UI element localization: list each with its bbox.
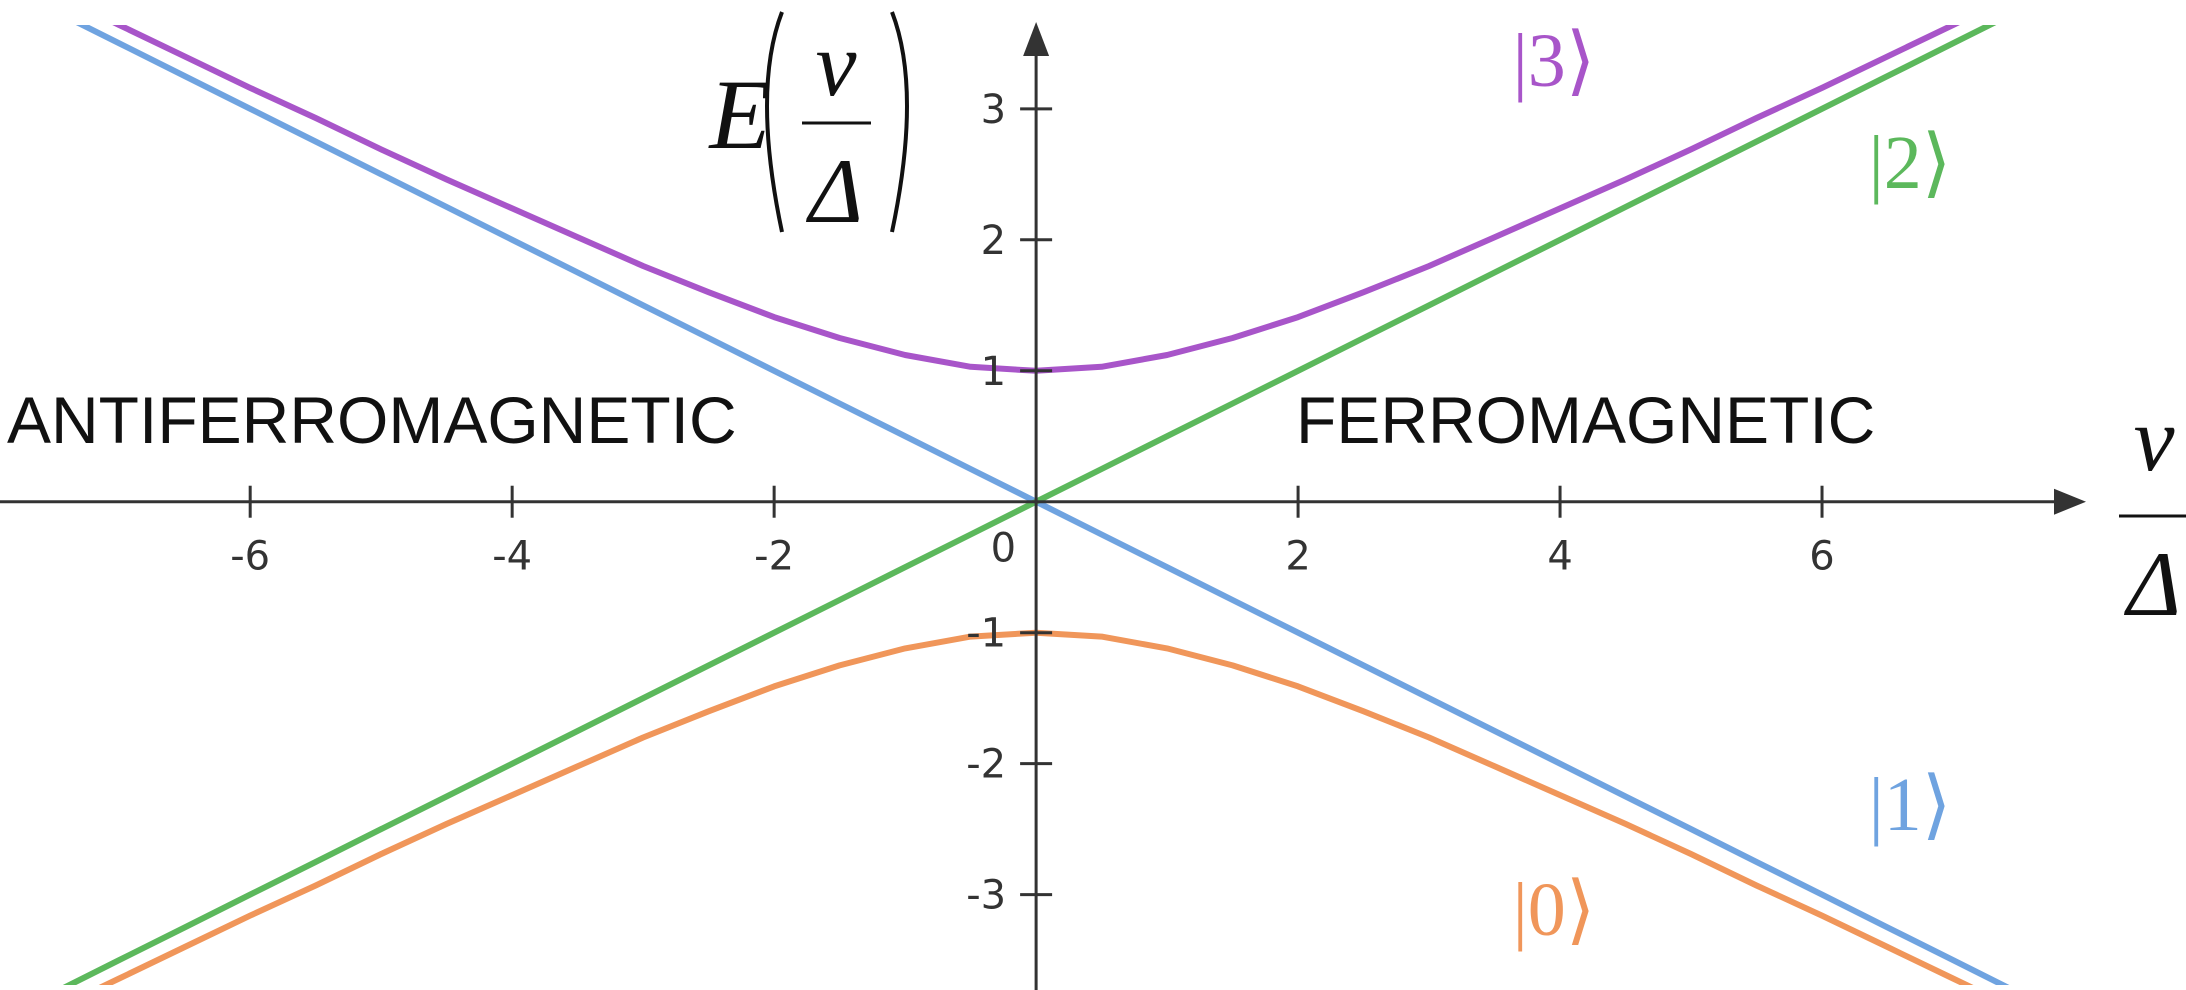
axes: -6 -4 -2 0 2 4 6 -3 -2 -1 1 2 3 — [0, 22, 2086, 990]
paren — [765, 11, 784, 233]
x-tick-label: -2 — [754, 534, 794, 580]
x-tick-label: 6 — [1809, 534, 1834, 580]
x-tick-label: -4 — [492, 534, 532, 580]
legend-label: |1⟩ — [1869, 763, 1952, 847]
legend-label: |3⟩ — [1513, 19, 1596, 103]
y-axis-arrow — [1023, 22, 1050, 56]
y-axis-label-denominator: Δ — [805, 140, 863, 242]
x-axis-arrow — [2054, 488, 2086, 515]
y-tick-label: -3 — [966, 873, 1006, 919]
legend-label: |0⟩ — [1513, 868, 1596, 952]
x-tick-label: -6 — [230, 534, 270, 580]
x-axis-label-denominator: Δ — [2123, 533, 2181, 635]
y-tick-label: 1 — [981, 349, 1006, 395]
x-tick-label: 4 — [1547, 534, 1572, 580]
y-tick-label: -1 — [966, 611, 1006, 657]
x-tick-label: 0 — [991, 526, 1016, 572]
x-axis-label-numerator: ν — [2134, 388, 2175, 490]
y-axis-label-symbol: E — [707, 59, 770, 170]
annotation: ANTIFERROMAGNETIC — [7, 383, 737, 457]
annotation: FERROMAGNETIC — [1296, 383, 1875, 457]
y-axis-label-numerator: ν — [816, 13, 857, 115]
y-tick-label: 3 — [981, 87, 1006, 133]
x-tick-label: 2 — [1285, 534, 1310, 580]
y-tick-label: -2 — [966, 742, 1006, 788]
legend-label: |2⟩ — [1869, 121, 1952, 205]
y-tick-label: 2 — [981, 218, 1006, 264]
paren — [890, 11, 909, 233]
